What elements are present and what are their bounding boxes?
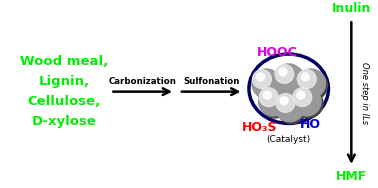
Circle shape xyxy=(294,89,323,118)
Circle shape xyxy=(274,64,303,93)
Circle shape xyxy=(275,65,294,83)
Circle shape xyxy=(252,69,281,98)
Circle shape xyxy=(279,68,287,76)
Circle shape xyxy=(280,97,288,105)
Circle shape xyxy=(301,73,309,81)
Circle shape xyxy=(256,73,265,81)
Text: Sulfonation: Sulfonation xyxy=(183,77,239,86)
Circle shape xyxy=(277,95,306,124)
Circle shape xyxy=(299,71,327,100)
Circle shape xyxy=(260,89,290,118)
Circle shape xyxy=(259,88,278,107)
Circle shape xyxy=(276,94,295,112)
Text: Wood meal,: Wood meal, xyxy=(20,55,108,68)
Text: HMF: HMF xyxy=(336,170,367,183)
Circle shape xyxy=(297,70,316,89)
Text: D-xylose: D-xylose xyxy=(32,115,97,128)
Circle shape xyxy=(275,93,304,122)
Text: (Catalyst): (Catalyst) xyxy=(266,135,311,144)
Text: HO₃S: HO₃S xyxy=(242,121,277,134)
Text: One step in ILs: One step in ILs xyxy=(360,62,369,124)
Circle shape xyxy=(293,88,312,107)
Text: Carbonization: Carbonization xyxy=(109,77,177,86)
Text: HO: HO xyxy=(299,118,321,131)
Circle shape xyxy=(297,69,325,98)
Circle shape xyxy=(253,70,271,89)
Circle shape xyxy=(263,91,271,99)
Circle shape xyxy=(254,71,283,100)
Text: Cellulose,: Cellulose, xyxy=(28,95,101,108)
Text: Lignin,: Lignin, xyxy=(39,75,90,88)
Text: HOOC: HOOC xyxy=(257,46,297,59)
Circle shape xyxy=(292,87,321,116)
Circle shape xyxy=(276,66,305,95)
Text: Inulin: Inulin xyxy=(332,2,371,14)
Circle shape xyxy=(297,91,305,99)
Circle shape xyxy=(259,87,288,116)
